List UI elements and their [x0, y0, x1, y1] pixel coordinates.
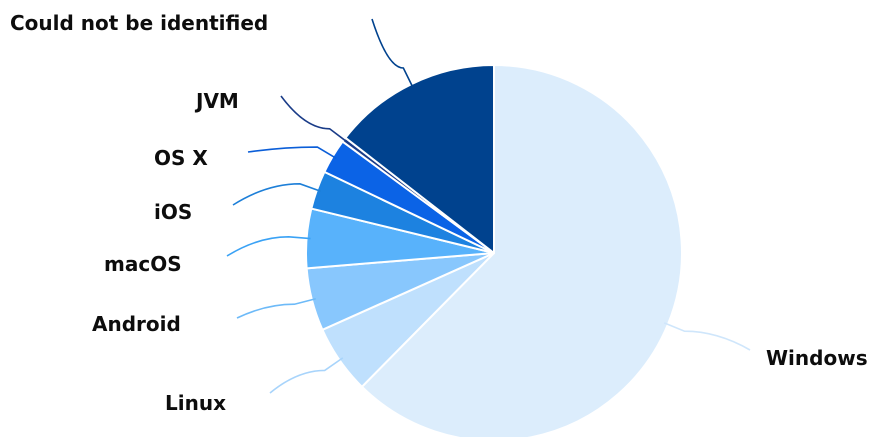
- slice-label-macos: macOS: [104, 252, 182, 276]
- pie-slices: [305, 64, 683, 437]
- slice-label-jvm: JVM: [194, 89, 239, 113]
- connector-os-x: [247, 146, 337, 160]
- connector-could-not-be-identified: [371, 18, 414, 89]
- slice-label-linux: Linux: [165, 391, 226, 415]
- slice-label-os-x: OS X: [154, 146, 208, 170]
- connector-jvm: [280, 95, 348, 143]
- slice-label-android: Android: [92, 312, 181, 336]
- connector-linux: [269, 357, 344, 394]
- slice-label-windows: Windows: [766, 346, 868, 370]
- slice-labels: Windows Linux Android macOS iOS OS X JVM Could …: [10, 11, 868, 415]
- label-connectors: [226, 18, 751, 394]
- connector-ios: [232, 183, 321, 206]
- connector-macos: [226, 236, 311, 257]
- connector-windows: [663, 322, 751, 351]
- connector-android: [236, 297, 316, 319]
- slice-label-could-not-be-identified: Could not be identified: [10, 11, 268, 35]
- slice-label-ios: iOS: [154, 200, 192, 224]
